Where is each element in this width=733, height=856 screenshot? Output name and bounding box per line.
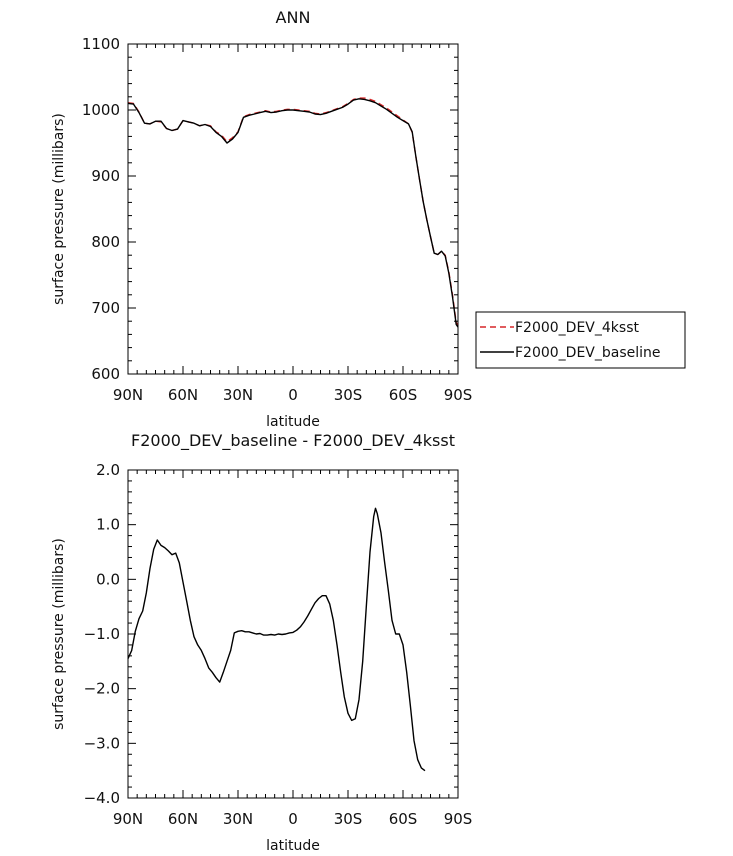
top-x-tick-label: 0 — [288, 386, 298, 404]
bottom-x-tick-label: 60N — [168, 810, 198, 828]
top-x-axis-title: latitude — [266, 414, 320, 430]
top-legend: F2000_DEV_4ksst F2000_DEV_baseline — [475, 311, 686, 369]
bottom-panel: F2000_DEV_baseline - F2000_DEV_4ksst 90N… — [51, 431, 472, 854]
bottom-y-tick-label: −3.0 — [84, 734, 120, 752]
bottom-x-tick-label: 60S — [389, 810, 418, 828]
bottom-y-tick-label: 0.0 — [96, 570, 120, 588]
top-x-tick-label: 60N — [168, 386, 198, 404]
bottom-x-tick-label: 90S — [444, 810, 473, 828]
top-plot-area — [127, 97, 459, 328]
top-y-tick-label: 1000 — [82, 101, 120, 119]
top-series-line-0 — [127, 97, 459, 326]
top-y-axis-title: surface pressure (millibars) — [51, 113, 67, 305]
bottom-x-tick-label: 0 — [288, 810, 298, 828]
top-y-tick-label: 1100 — [82, 35, 120, 53]
top-x-tick-label: 60S — [389, 386, 418, 404]
bottom-axis-ticks: 90N 60N 30N 0 30S 60S 90S −4.0 −3.0 −2.0 −1.0 0.0 1.… — [84, 461, 473, 828]
bottom-y-tick-label: −1.0 — [84, 625, 120, 643]
bottom-plot-area — [127, 507, 426, 772]
legend-box — [475, 311, 686, 369]
top-x-tick-label: 90N — [113, 386, 143, 404]
bottom-plot-frame — [127, 469, 459, 799]
top-y-tick-label: 900 — [91, 167, 120, 185]
top-series-line-1 — [127, 98, 459, 328]
bottom-y-axis-title: surface pressure (millibars) — [51, 538, 67, 730]
bottom-x-tick-label: 30N — [223, 810, 253, 828]
top-y-tick-label: 800 — [91, 233, 120, 251]
top-plot-frame — [127, 43, 459, 375]
legend-label-baseline: F2000_DEV_baseline — [515, 345, 661, 361]
top-x-tick-label: 30S — [334, 386, 363, 404]
bottom-y-tick-label: −4.0 — [84, 789, 120, 807]
top-y-tick-label: 600 — [91, 365, 120, 383]
bottom-series-line-0 — [127, 507, 426, 772]
bottom-x-tick-label: 90N — [113, 810, 143, 828]
top-panel: ANN 90N 60N 30N 0 30S 60S 90S 600 700 800 900 1000 1… — [51, 8, 686, 430]
top-y-tick-label: 700 — [91, 299, 120, 317]
bottom-x-tick-label: 30S — [334, 810, 363, 828]
top-chart-title: ANN — [276, 8, 311, 27]
top-x-tick-label: 30N — [223, 386, 253, 404]
legend-label-4ksst: F2000_DEV_4ksst — [515, 320, 639, 336]
bottom-x-axis-title: latitude — [266, 838, 320, 854]
bottom-chart-title: F2000_DEV_baseline - F2000_DEV_4ksst — [131, 431, 455, 451]
bottom-y-tick-label: 1.0 — [96, 516, 120, 534]
top-x-tick-label: 90S — [444, 386, 473, 404]
bottom-y-tick-label: 2.0 — [96, 461, 120, 479]
top-axis-ticks: 90N 60N 30N 0 30S 60S 90S 600 700 800 900 1000 1100 — [82, 35, 472, 404]
bottom-y-tick-label: −2.0 — [84, 680, 120, 698]
